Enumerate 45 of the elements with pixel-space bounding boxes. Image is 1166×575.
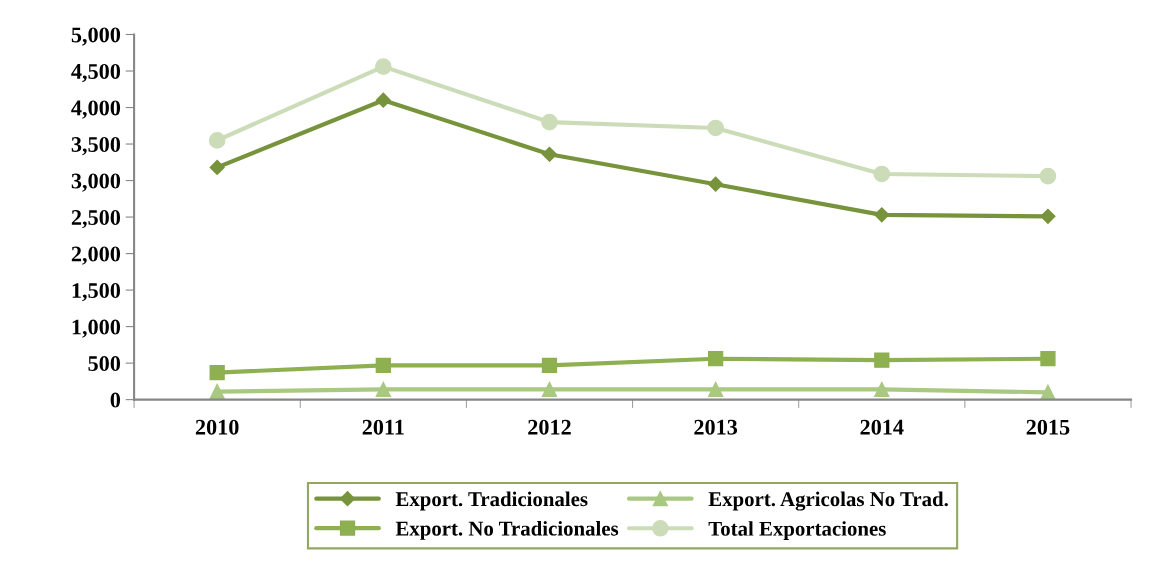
legend-label: Export. Agricolas No Trad. xyxy=(708,491,948,511)
point xyxy=(874,381,890,398)
y-tick-label: 500 xyxy=(88,356,121,372)
point xyxy=(707,351,724,367)
y-tick-label: 5,000 xyxy=(71,27,121,46)
legend-label: Export. Tradicionales xyxy=(395,491,588,511)
point xyxy=(1040,351,1056,367)
point xyxy=(707,119,724,137)
point xyxy=(209,159,225,175)
point xyxy=(541,113,558,131)
point xyxy=(541,381,558,398)
point xyxy=(375,381,391,398)
point xyxy=(374,58,392,75)
point xyxy=(375,357,391,373)
point xyxy=(209,383,225,400)
y-tick-label: 4,500 xyxy=(71,63,121,83)
point xyxy=(1039,167,1057,185)
point xyxy=(375,92,391,108)
point xyxy=(541,146,558,162)
y-tick-label: 3,000 xyxy=(71,173,121,192)
y-tick-label: 4,000 xyxy=(71,100,121,119)
y-tick-label: 1,000 xyxy=(72,319,121,338)
point xyxy=(707,381,724,398)
legend-label: Total Exportaciones xyxy=(708,521,886,541)
x-tick-label: 2011 xyxy=(362,419,404,435)
point xyxy=(874,207,890,223)
x-tick-label: 2010 xyxy=(195,419,239,435)
point xyxy=(541,357,558,373)
point xyxy=(209,364,225,381)
y-tick-label: 1,500 xyxy=(72,283,121,302)
point xyxy=(708,176,724,192)
y-tick-label: 2,500 xyxy=(71,209,121,229)
x-tick-label: 2012 xyxy=(528,419,571,435)
point xyxy=(874,352,890,368)
legend-label: Export. No Tradicionales xyxy=(395,520,619,540)
y-tick-label: 0 xyxy=(110,392,121,408)
x-tick-label: 2014 xyxy=(860,419,904,435)
y-tick-label: 3,500 xyxy=(71,136,121,156)
point xyxy=(873,165,891,183)
point xyxy=(1040,384,1056,400)
x-tick-label: 2015 xyxy=(1026,419,1070,435)
point xyxy=(1040,208,1056,224)
x-tick-label: 2013 xyxy=(694,419,738,435)
point xyxy=(208,132,226,149)
y-tick-label: 2,000 xyxy=(71,246,121,265)
